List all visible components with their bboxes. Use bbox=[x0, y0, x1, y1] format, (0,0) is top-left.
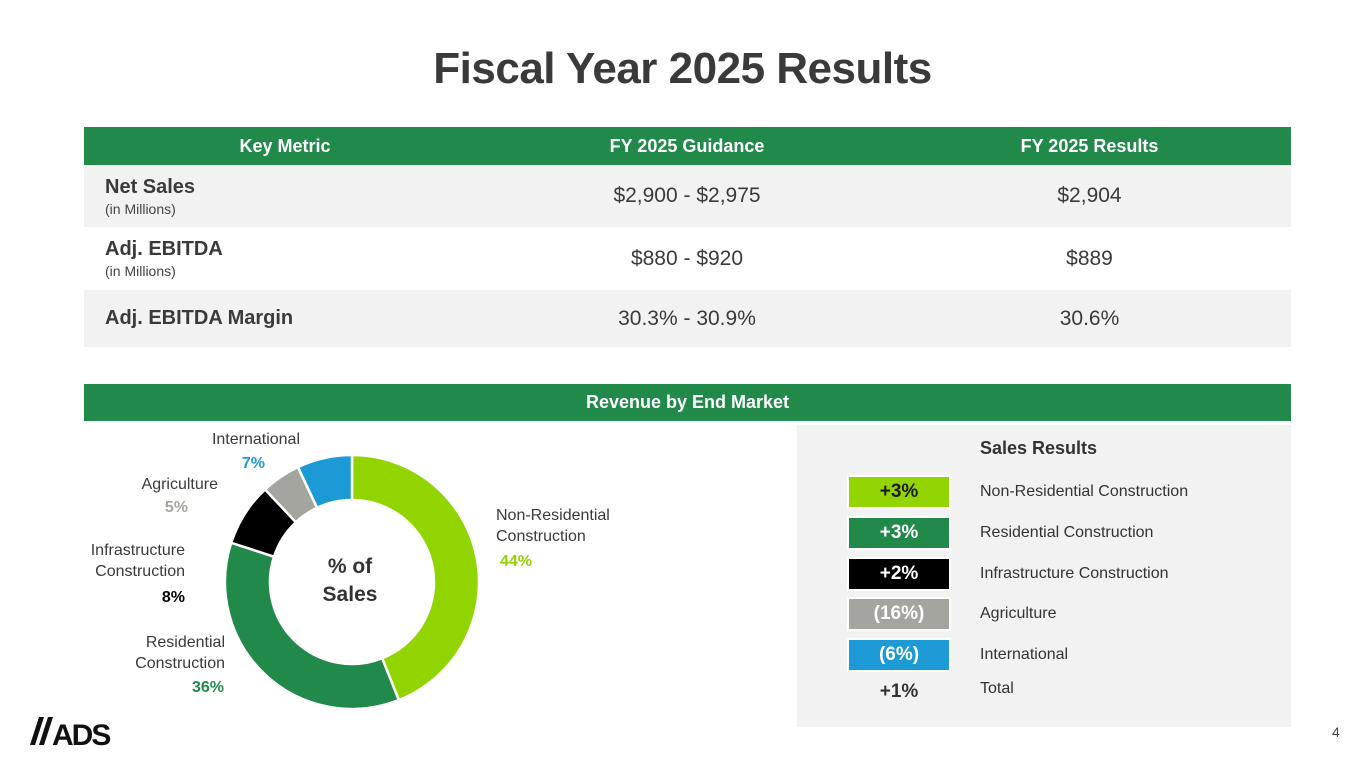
pct-infrastructure: 8% bbox=[161, 589, 185, 606]
metric-unit: (in Millions) bbox=[105, 200, 176, 217]
total-label: Total bbox=[980, 680, 1014, 697]
donut-slice-international bbox=[296, 453, 354, 510]
metric-cell: Adj. EBITDA (in Millions) bbox=[84, 238, 486, 279]
pct-residential: 36% bbox=[191, 679, 224, 696]
header-guidance: FY 2025 Guidance bbox=[609, 135, 765, 156]
guidance-value: 30.3% - 30.9% bbox=[618, 306, 756, 330]
revenue-section-header: Revenue by End Market bbox=[84, 384, 1291, 421]
donut-center-line1: % of bbox=[327, 555, 373, 578]
header-key-metric: Key Metric bbox=[239, 135, 331, 156]
sales-label-infrastructure: Infrastructure Construction bbox=[980, 565, 1169, 582]
donut-center-label: % of Sales bbox=[300, 553, 400, 609]
label-line: Construction bbox=[135, 655, 225, 672]
label-line: Infrastructure bbox=[90, 542, 185, 559]
donut-chart bbox=[223, 453, 481, 711]
chip-agriculture: (16%) bbox=[847, 597, 951, 631]
sales-label-non-residential: Non-Residential Construction bbox=[980, 483, 1189, 500]
sales-label-international: International bbox=[980, 646, 1069, 663]
page-title: Fiscal Year 2025 Results bbox=[433, 44, 932, 93]
label-agriculture: Agriculture bbox=[100, 474, 218, 495]
metric-name: Adj. EBITDA Margin bbox=[105, 307, 294, 329]
header-results: FY 2025 Results bbox=[1020, 135, 1159, 156]
key-metrics-table: Key Metric FY 2025 Guidance FY 2025 Resu… bbox=[84, 127, 1291, 347]
label-line: International bbox=[211, 431, 300, 448]
pct-non-residential: 44% bbox=[500, 553, 533, 570]
total-value: +1% bbox=[879, 681, 919, 702]
metric-name: Net Sales bbox=[105, 175, 196, 198]
result-value: 30.6% bbox=[1059, 306, 1120, 330]
label-international: International bbox=[180, 429, 300, 450]
label-non-residential: Non-Residential Construction bbox=[496, 505, 610, 547]
guidance-value: $2,900 - $2,975 bbox=[613, 184, 761, 207]
guidance-value: $880 - $920 bbox=[630, 246, 744, 270]
metric-cell: Net Sales (in Millions) bbox=[84, 176, 486, 217]
svg-text:ADS: ADS bbox=[52, 719, 110, 749]
label-line: Residential bbox=[145, 634, 225, 651]
label-residential: Residential Construction bbox=[100, 632, 225, 674]
table-row: Net Sales (in Millions) $2,900 - $2,975 … bbox=[84, 165, 1291, 227]
chip-residential: +3% bbox=[847, 516, 951, 550]
chip-international: (6%) bbox=[847, 638, 951, 672]
table-header-row: Key Metric FY 2025 Guidance FY 2025 Resu… bbox=[84, 127, 1291, 165]
label-line: Agriculture bbox=[141, 476, 218, 493]
donut-slice-non-residential bbox=[350, 453, 481, 702]
ads-logo: ADS bbox=[30, 717, 112, 749]
pct-international: 7% bbox=[241, 455, 265, 472]
metric-cell: Adj. EBITDA Margin bbox=[84, 307, 486, 330]
label-line: Construction bbox=[496, 528, 586, 545]
table-row: Adj. EBITDA Margin 30.3% - 30.9% 30.6% bbox=[84, 290, 1291, 347]
table-row: Adj. EBITDA (in Millions) $880 - $920 $8… bbox=[84, 227, 1291, 290]
label-line: Construction bbox=[95, 563, 185, 580]
metric-unit: (in Millions) bbox=[105, 263, 176, 279]
sales-label-agriculture: Agriculture bbox=[980, 605, 1057, 622]
result-value: $2,904 bbox=[1057, 184, 1122, 207]
page-number: 4 bbox=[1332, 724, 1340, 740]
donut-center-line2: Sales bbox=[322, 583, 378, 606]
chip-infrastructure: +2% bbox=[847, 557, 951, 591]
result-value: $889 bbox=[1066, 246, 1113, 270]
pct-agriculture: 5% bbox=[164, 499, 188, 516]
label-infrastructure: Infrastructure Construction bbox=[60, 540, 185, 582]
donut-slice-residential bbox=[223, 541, 401, 711]
sales-results-title: Sales Results bbox=[980, 438, 1098, 458]
metric-name: Adj. EBITDA bbox=[105, 238, 223, 260]
chip-non-residential: +3% bbox=[847, 475, 951, 509]
sales-label-residential: Residential Construction bbox=[980, 524, 1154, 541]
label-line: Non-Residential bbox=[496, 507, 610, 524]
